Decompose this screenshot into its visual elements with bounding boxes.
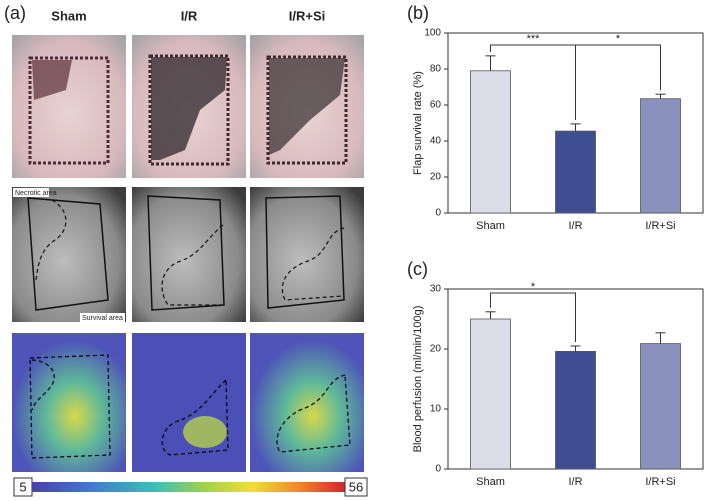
y-axis-label: Flap survival rate (%) — [412, 71, 424, 175]
x-tick-label: Sham — [476, 220, 505, 232]
y-tick-label: 10 — [430, 404, 442, 415]
significance-label: * — [616, 33, 621, 45]
y-axis-label: Blood perfusion (ml/min/100g) — [412, 306, 424, 453]
x-tick-label: I/R+Si — [645, 220, 675, 232]
scale-max: 56 — [349, 479, 363, 494]
color-scale — [32, 482, 345, 492]
y-tick-label: 20 — [430, 344, 442, 355]
x-tick-label: Sham — [476, 476, 505, 488]
x-tick-label: I/R — [568, 476, 582, 488]
y-tick-label: 40 — [430, 136, 442, 147]
photo-row: Necrotic area Survival area — [12, 187, 364, 322]
y-tick-label: 20 — [430, 172, 442, 183]
y-tick-label: 80 — [430, 64, 442, 75]
x-tick-label: I/R+Si — [645, 476, 675, 488]
y-tick-label: 100 — [424, 28, 441, 39]
annotation: Necrotic area — [15, 190, 57, 197]
significance-label: * — [531, 281, 536, 293]
bar — [555, 350, 596, 470]
significance-bracket — [575, 44, 661, 120]
photo-row — [12, 35, 364, 178]
x-tick-label: I/R — [568, 220, 582, 232]
bar — [640, 98, 681, 214]
y-tick-label: 0 — [435, 208, 441, 219]
column-label: I/R — [181, 8, 198, 23]
scale-min: 5 — [19, 479, 26, 494]
panel-label: (a) — [4, 3, 26, 23]
annotation: Survival area — [82, 315, 123, 322]
photo-row — [12, 333, 364, 472]
significance-bracket — [490, 292, 576, 342]
bar — [470, 70, 511, 214]
column-label: I/R+Si — [289, 8, 326, 23]
chart-title: (c) — [407, 259, 428, 279]
y-tick-label: 60 — [430, 100, 442, 111]
bar — [640, 343, 681, 470]
chart-title: (b) — [407, 3, 429, 23]
column-label: Sham — [51, 8, 86, 23]
significance-label: *** — [527, 33, 541, 45]
y-tick-label: 30 — [430, 284, 442, 295]
bar — [470, 318, 511, 470]
y-tick-label: 0 — [435, 464, 441, 475]
bar — [555, 130, 596, 214]
scale-box — [344, 477, 368, 497]
